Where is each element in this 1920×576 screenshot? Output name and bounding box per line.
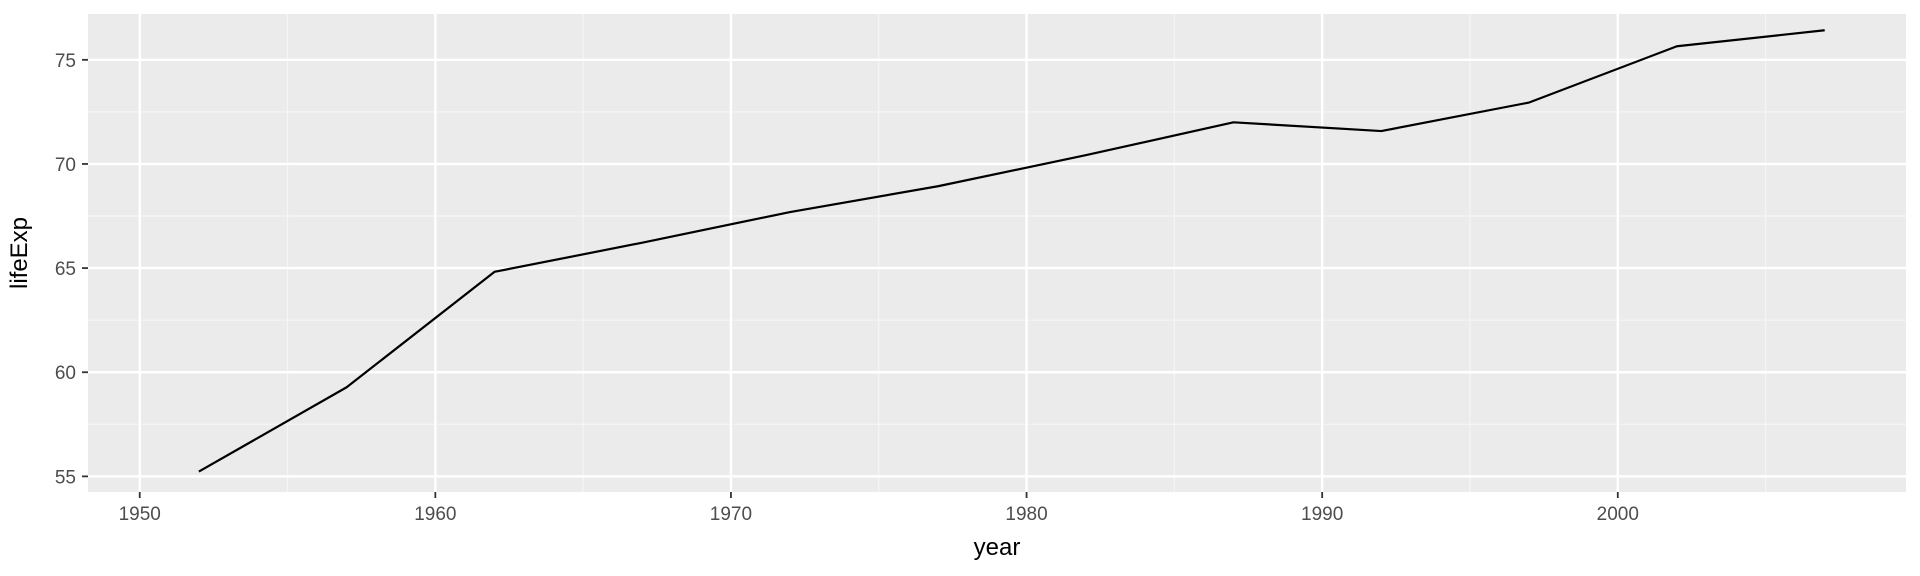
x-tick-label: 1960 [414, 504, 456, 525]
x-tick-label: 1980 [1005, 504, 1047, 525]
x-tick-label: 1950 [119, 504, 161, 525]
x-tick-label: 1990 [1301, 504, 1343, 525]
x-tick-label: 1970 [710, 504, 752, 525]
major-gridlines [88, 14, 1906, 492]
y-tick-label: 60 [55, 363, 76, 384]
y-axis: 55 60 65 70 75 [55, 51, 88, 488]
y-tick-label: 70 [55, 155, 76, 176]
y-axis-title: lifeExp [6, 217, 33, 289]
y-tick-label: 75 [55, 51, 76, 72]
x-tick-label: 2000 [1597, 504, 1639, 525]
minor-gridlines [88, 14, 1906, 492]
series-line [198, 29, 1825, 473]
y-tick-label: 55 [55, 467, 76, 488]
x-axis: 1950 1960 1970 1980 1990 2000 [119, 492, 1639, 525]
series-layer [198, 29, 1825, 473]
plot-panel [88, 14, 1906, 492]
x-axis-title: year [974, 534, 1021, 561]
y-tick-label: 65 [55, 259, 76, 280]
